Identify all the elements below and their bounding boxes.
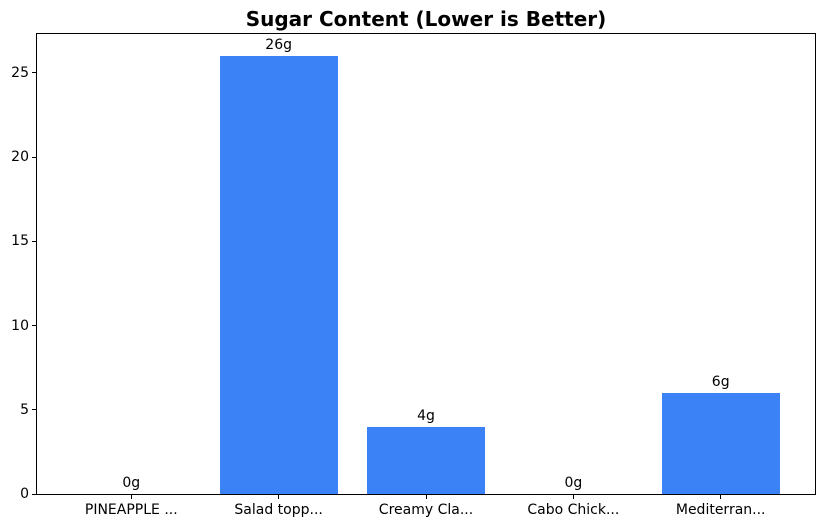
chart-title: Sugar Content (Lower is Better) <box>245 7 607 31</box>
bar <box>219 55 338 494</box>
x-axis-tick <box>720 494 722 499</box>
y-axis-tick <box>32 325 37 326</box>
bar <box>367 426 485 494</box>
y-axis-tick <box>32 240 37 242</box>
plot-area: 0 5 10 15 20 25 0g PINEAPPLE ... 26g Salad topp..… <box>11 33 816 518</box>
y-axis-tick <box>32 409 37 411</box>
bar-value-label: 0g <box>564 475 583 491</box>
x-axis-tick-label: PINEAPPLE ... <box>84 502 178 518</box>
x-axis-tick-label: Cabo Chick... <box>527 502 620 518</box>
y-axis-tick-label: 20 <box>11 149 29 165</box>
y-axis-tick <box>32 72 37 74</box>
x-axis-tick-label: Creamy Cla... <box>378 502 474 518</box>
x-axis-tick <box>130 494 132 499</box>
bar-value-label: 0g <box>122 475 141 491</box>
y-axis-tick-label: 5 <box>20 401 29 418</box>
x-axis-tick <box>572 494 574 499</box>
bar-value-label: 26g <box>265 36 292 53</box>
x-axis-tick <box>278 494 280 499</box>
y-axis-tick-label: 25 <box>11 64 29 81</box>
y-axis-tick-label: 0 <box>20 486 29 502</box>
bar <box>661 392 780 494</box>
bar-value-label: 6g <box>711 373 730 390</box>
y-axis-tick <box>32 156 37 158</box>
x-axis-tick-label: Mediterran... <box>675 502 766 518</box>
y-axis-tick-label: 15 <box>11 233 29 250</box>
bar-value-label: 4g <box>417 407 435 424</box>
x-axis-tick <box>425 494 427 499</box>
y-axis-tick <box>32 493 37 495</box>
y-axis-tick-label: 10 <box>11 317 29 334</box>
x-axis-tick-label: Salad topp... <box>234 502 323 518</box>
